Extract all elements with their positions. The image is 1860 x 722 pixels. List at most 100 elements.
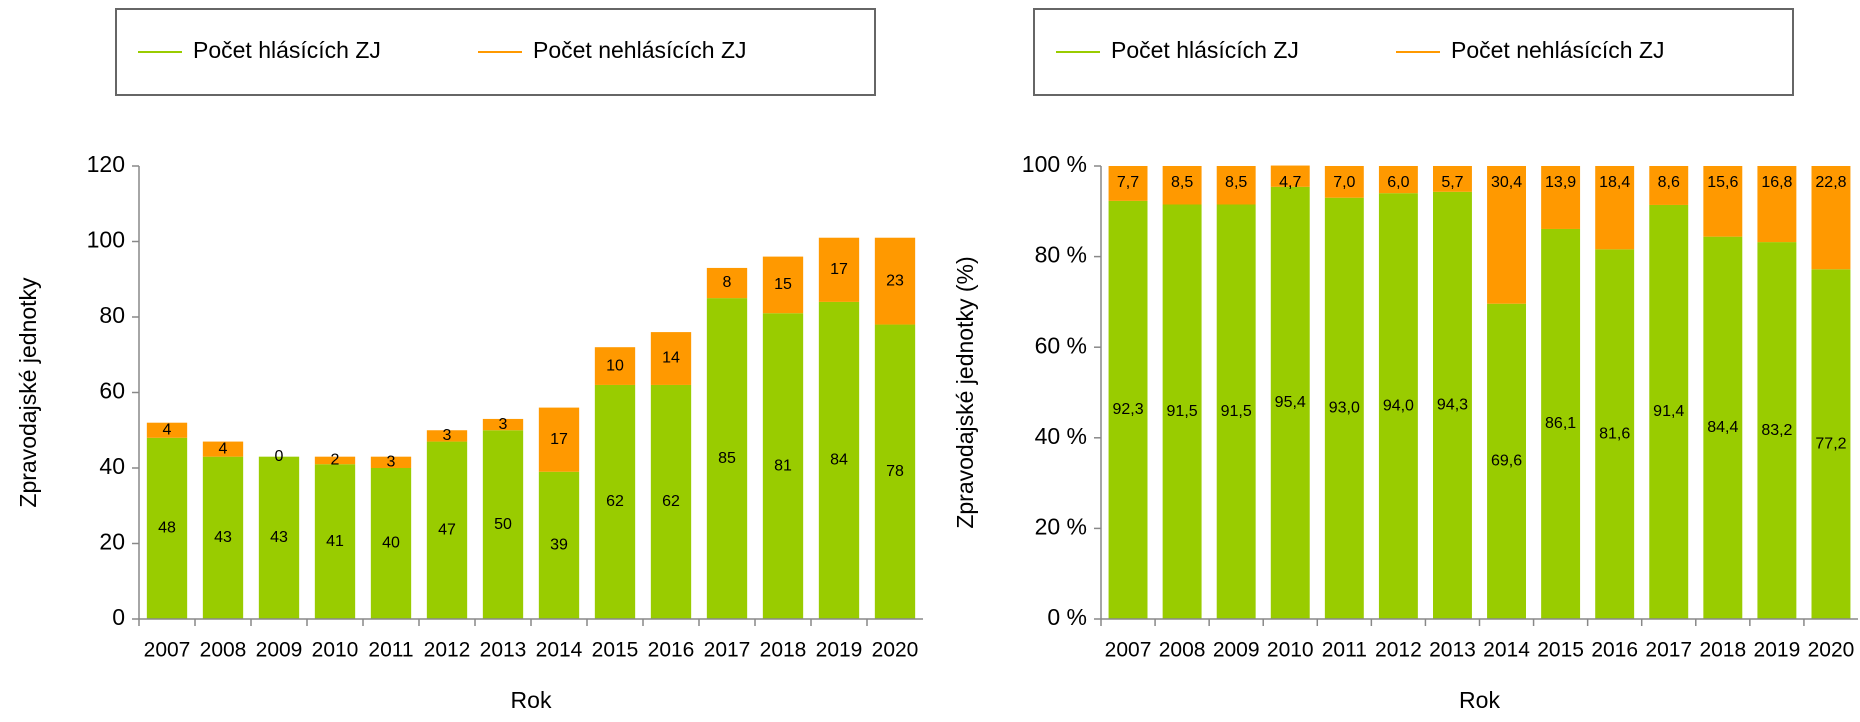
bar-segment xyxy=(314,456,356,465)
y-tick-label: 0 xyxy=(112,604,125,630)
legend-label: Počet hlásících ZJ xyxy=(1111,37,1299,63)
data-label: 3 xyxy=(499,416,508,433)
bar-segment xyxy=(1595,249,1635,620)
data-label: 84,4 xyxy=(1707,419,1738,436)
bar-segment xyxy=(650,384,692,619)
bar-segment xyxy=(1270,165,1310,187)
data-label: 39 xyxy=(550,537,568,554)
bar-segment xyxy=(1162,204,1202,619)
data-label: 8,5 xyxy=(1225,174,1247,191)
bar-segment xyxy=(426,430,468,442)
data-label: 22,8 xyxy=(1815,174,1846,191)
bar-segment xyxy=(1324,166,1364,198)
bar-segment xyxy=(594,384,636,619)
bar-segment xyxy=(706,267,748,299)
x-tick-label: 2012 xyxy=(1375,639,1422,662)
bar-segment xyxy=(370,456,412,468)
y-axis-title: Zpravodajské jednotky xyxy=(15,277,41,508)
legend-label: Počet nehlásících ZJ xyxy=(533,37,747,63)
data-label: 3 xyxy=(387,454,396,471)
data-label: 86,1 xyxy=(1545,415,1576,432)
bar-segment xyxy=(1487,166,1527,304)
data-label: 17 xyxy=(550,431,568,448)
data-label: 13,9 xyxy=(1545,174,1576,191)
legend-label: Počet nehlásících ZJ xyxy=(1451,37,1665,63)
data-label: 30,4 xyxy=(1491,174,1522,191)
bar-segment xyxy=(1541,166,1581,229)
bar-segment xyxy=(1432,191,1472,620)
data-label: 78 xyxy=(886,463,904,480)
data-label: 18,4 xyxy=(1599,174,1630,191)
data-label: 8,6 xyxy=(1658,174,1680,191)
data-label: 43 xyxy=(214,529,232,546)
x-tick-label: 2020 xyxy=(1808,639,1855,662)
x-axis-title: Rok xyxy=(511,687,552,713)
bar-segment xyxy=(1649,204,1689,619)
x-tick-label: 2019 xyxy=(816,639,863,662)
data-label: 41 xyxy=(326,533,344,550)
y-tick-label: 60 xyxy=(99,378,125,404)
data-label: 81,6 xyxy=(1599,425,1630,442)
bar-segment xyxy=(650,332,692,385)
data-label: 8,5 xyxy=(1171,174,1193,191)
y-axis-title: Zpravodajské jednotky (%) xyxy=(952,256,978,528)
bar-segment xyxy=(1216,166,1256,205)
bar-segment xyxy=(482,418,524,431)
data-label: 4,7 xyxy=(1279,174,1301,191)
bar-segment xyxy=(594,347,636,385)
x-tick-label: 2009 xyxy=(1213,639,1260,662)
bar-segment xyxy=(1757,166,1797,243)
data-label: 69,6 xyxy=(1491,453,1522,470)
data-label: 94,3 xyxy=(1437,397,1468,414)
x-tick-label: 2015 xyxy=(1537,639,1584,662)
y-tick-label: 20 xyxy=(99,529,125,555)
data-label: 81 xyxy=(774,457,792,474)
bar-segment xyxy=(146,437,188,619)
bar-segment xyxy=(1649,166,1689,205)
data-label: 91,5 xyxy=(1221,403,1252,420)
x-tick-label: 2008 xyxy=(1159,639,1206,662)
data-label: 43 xyxy=(270,529,288,546)
data-label: 40 xyxy=(382,535,400,552)
data-label: 8 xyxy=(723,274,732,291)
data-label: 4 xyxy=(219,440,228,457)
bar-segment xyxy=(1108,200,1148,620)
data-label: 92,3 xyxy=(1112,401,1143,418)
bar-segment xyxy=(874,324,916,619)
data-label: 85 xyxy=(718,450,736,467)
bar-segment xyxy=(538,471,580,619)
x-tick-label: 2016 xyxy=(1591,639,1638,662)
data-label: 7,0 xyxy=(1333,174,1355,191)
data-label: 91,5 xyxy=(1167,403,1198,420)
bar-segment xyxy=(762,313,804,619)
data-label: 17 xyxy=(830,261,848,278)
bar-segment xyxy=(1811,269,1851,619)
data-label: 95,4 xyxy=(1275,394,1306,411)
bar-segment xyxy=(1216,204,1256,619)
x-tick-label: 2017 xyxy=(704,639,751,662)
bar-segment xyxy=(370,468,412,619)
bar-segment xyxy=(762,256,804,314)
data-label: 93,0 xyxy=(1329,400,1360,417)
x-tick-label: 2008 xyxy=(200,639,247,662)
data-label: 10 xyxy=(606,357,624,374)
y-tick-label: 100 % xyxy=(1022,151,1087,177)
x-tick-label: 2018 xyxy=(760,639,807,662)
bar-segment xyxy=(818,301,860,619)
bar-segment xyxy=(426,441,468,619)
bar-segment xyxy=(874,237,916,325)
data-label: 15 xyxy=(774,276,792,293)
x-tick-label: 2016 xyxy=(648,639,695,662)
bar-segment xyxy=(482,430,524,619)
x-tick-label: 2018 xyxy=(1699,639,1746,662)
y-tick-label: 0 % xyxy=(1047,604,1087,630)
bar-segment xyxy=(1541,228,1581,620)
x-tick-label: 2010 xyxy=(312,639,359,662)
x-tick-label: 2014 xyxy=(536,639,583,662)
data-label: 62 xyxy=(606,493,624,510)
x-tick-label: 2011 xyxy=(1322,639,1367,662)
data-label: 0 xyxy=(275,448,284,465)
bar-segment xyxy=(1162,166,1202,205)
y-tick-label: 80 xyxy=(99,302,125,328)
